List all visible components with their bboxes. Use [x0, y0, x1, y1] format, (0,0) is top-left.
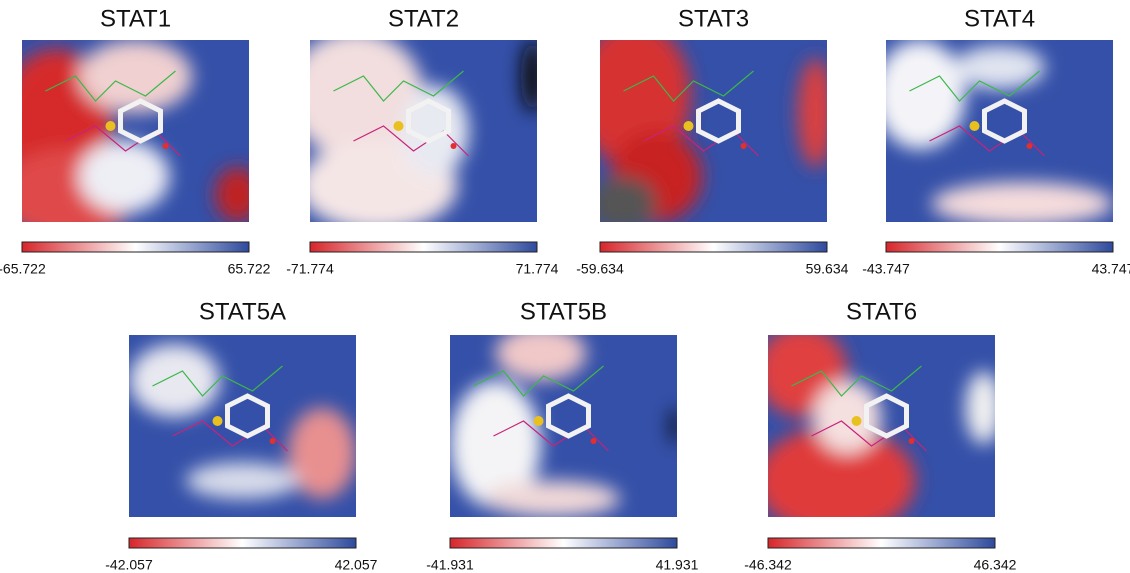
panel: STAT1 -65.722 65.722 [0, 5, 271, 276]
colorbar [767, 537, 996, 549]
colorbar [309, 241, 538, 253]
panel-title: STAT4 [964, 5, 1035, 32]
surface-image [768, 335, 995, 517]
colorbar-max-label: 43.747 [1092, 261, 1130, 277]
panel: STAT6 -46.342 46.342 [744, 298, 1016, 572]
panel-title: STAT6 [846, 298, 917, 325]
colorbar-min-label: -42.057 [105, 557, 153, 573]
colorbar-min-label: -65.722 [0, 261, 46, 277]
panel: STAT5A -42.057 42.057 [105, 298, 377, 572]
colorbar-min-label: -59.634 [576, 261, 624, 277]
surface-image [886, 40, 1113, 222]
colorbar-max-label: 41.931 [656, 557, 699, 573]
panel: STAT5B -41.931 41.931 [426, 298, 698, 572]
colorbar-min-label: -43.747 [862, 261, 910, 277]
colorbar [599, 241, 828, 253]
colorbar-max-label: 65.722 [228, 261, 271, 277]
panel-title: STAT3 [678, 5, 749, 32]
panel-title: STAT5B [520, 298, 607, 325]
surface-image [22, 40, 249, 222]
panel-title: STAT5A [199, 298, 286, 325]
panel: STAT3 -59.634 59.634 [576, 5, 848, 276]
colorbar-max-label: 46.342 [974, 557, 1017, 573]
colorbar-min-label: -71.774 [286, 261, 334, 277]
panel: STAT2 -71.774 71.774 [286, 5, 558, 276]
surface-image [129, 335, 356, 517]
colorbar [885, 241, 1114, 253]
colorbar-min-label: -41.931 [426, 557, 474, 573]
colorbar-max-label: 42.057 [335, 557, 378, 573]
colorbar [21, 241, 250, 253]
panel-title: STAT1 [100, 5, 171, 32]
surface-image [450, 335, 677, 517]
colorbar-min-label: -46.342 [744, 557, 792, 573]
colorbar [128, 537, 357, 549]
colorbar-max-label: 59.634 [806, 261, 849, 277]
panel-title: STAT2 [388, 5, 459, 32]
colorbar-max-label: 71.774 [516, 261, 559, 277]
colorbar [449, 537, 678, 549]
panel: STAT4 -43.747 43.747 [862, 5, 1130, 276]
surface-image [310, 40, 537, 222]
surface-image [600, 40, 827, 222]
